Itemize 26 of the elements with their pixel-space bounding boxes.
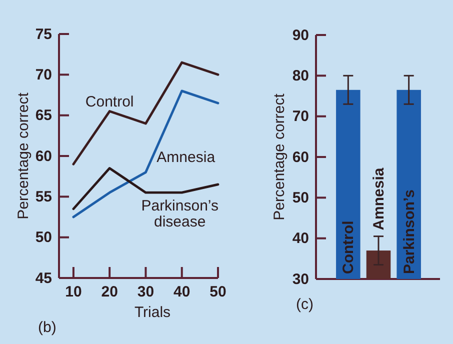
y-tick-label: 45: [35, 270, 52, 287]
series-label: Control: [85, 93, 134, 110]
series-label: Amnesia: [156, 148, 216, 166]
y-axis-title: Percentage correct: [14, 92, 32, 220]
y-tick-label: 80: [292, 67, 309, 84]
y-tick-label: 60: [292, 148, 309, 166]
y-axis-title: Percentage correct: [270, 92, 288, 220]
x-tick-label: 10: [65, 284, 82, 301]
x-tick-label: Control: [340, 220, 357, 274]
y-tick-label: 55: [35, 188, 52, 206]
series-label: Parkinson’s disease: [141, 198, 218, 231]
x-tick-label: 30: [137, 284, 154, 301]
text: (c): [296, 296, 314, 313]
y-tick-label: 30: [292, 270, 309, 288]
y-tick-label: 70: [292, 108, 309, 126]
y-tick-label: 65: [35, 107, 52, 124]
y-tick-label: 60: [35, 148, 52, 165]
text: (b): [38, 319, 56, 336]
x-axis-title: Trials: [134, 304, 171, 321]
y-tick-label: 70: [35, 66, 52, 84]
y-tick-label: 75: [35, 26, 52, 43]
x-tick-label: 40: [174, 284, 190, 301]
x-tick-label: 50: [210, 284, 226, 301]
x-tick-label: 20: [101, 284, 118, 301]
x-tick-label: Parkinson’s: [400, 190, 418, 274]
y-tick-label: 90: [292, 26, 309, 44]
